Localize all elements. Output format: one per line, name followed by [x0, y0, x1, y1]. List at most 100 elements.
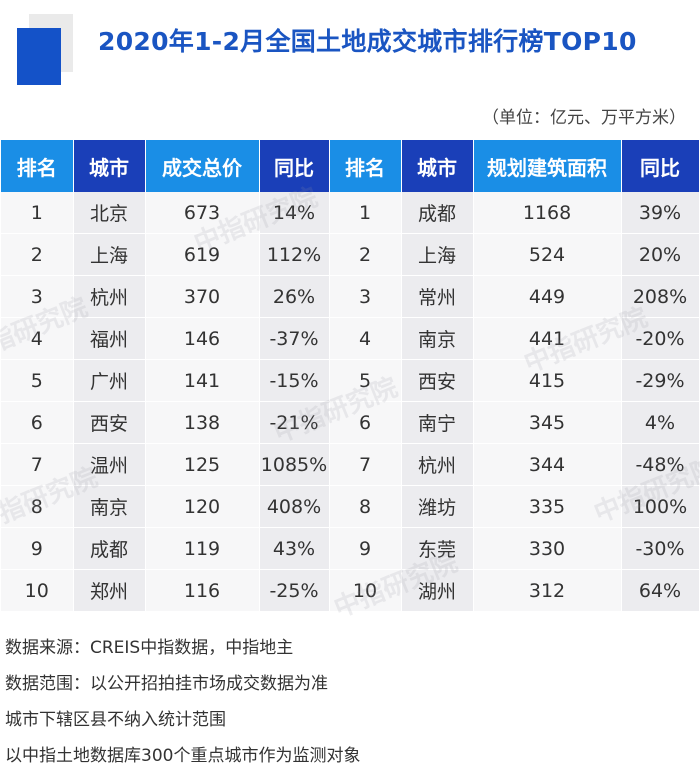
yoy-cell: -15% [259, 359, 330, 402]
rank-cell: 9 [329, 527, 402, 570]
city-cell: 广州 [73, 359, 146, 402]
total-price-cell: 370 [145, 275, 260, 318]
header-yoy-1: 同比 [259, 140, 330, 192]
yoy-cell: 43% [259, 527, 330, 570]
floor-area-cell: 449 [473, 275, 622, 318]
floor-area-cell: 335 [473, 485, 622, 528]
yoy-cell: -29% [621, 359, 700, 402]
floor-area-cell: 1168 [473, 192, 622, 234]
floor-area-cell: 330 [473, 527, 622, 570]
city-cell: 东莞 [401, 527, 474, 570]
floor-area-cell: 344 [473, 443, 622, 486]
city-cell: 成都 [73, 527, 146, 570]
total-price-cell: 673 [145, 192, 260, 234]
rank-cell: 2 [329, 233, 402, 276]
rank-cell: 8 [1, 485, 74, 528]
header-city-1: 城市 [73, 140, 146, 192]
table-row: 5 广州 141 -15% 5 西安 415 -29% [1, 359, 700, 402]
table-header-row: 排名 城市 成交总价 同比 排名 城市 规划建筑面积 同比 [1, 140, 700, 192]
ranking-table: 排名 城市 成交总价 同比 排名 城市 规划建筑面积 同比 1 北京 673 14% 1… [1, 140, 700, 612]
yoy-cell: 20% [621, 233, 700, 276]
rank-cell: 10 [1, 569, 74, 612]
page-title: 2020年1-2月全国土地成交城市排行榜TOP10 [98, 27, 637, 56]
floor-area-cell: 415 [473, 359, 622, 402]
rank-cell: 4 [329, 317, 402, 360]
yoy-cell: 64% [621, 569, 700, 612]
title-decoration-square [17, 28, 61, 85]
rank-cell: 8 [329, 485, 402, 528]
yoy-cell: 14% [259, 192, 330, 234]
total-price-cell: 125 [145, 443, 260, 486]
city-cell: 温州 [73, 443, 146, 486]
floor-area-cell: 345 [473, 401, 622, 444]
total-price-cell: 146 [145, 317, 260, 360]
total-price-cell: 141 [145, 359, 260, 402]
table-row: 7 温州 125 1085% 7 杭州 344 -48% [1, 443, 700, 486]
note-monitoring: 以中指土地数据库300个重点城市作为监测对象 [5, 746, 361, 766]
header-rank-1: 排名 [1, 140, 74, 192]
city-cell: 成都 [401, 192, 474, 234]
yoy-cell: 4% [621, 401, 700, 444]
note-exclusion: 城市下辖区县不纳入统计范围 [5, 710, 226, 730]
city-cell: 西安 [73, 401, 146, 444]
rank-cell: 1 [1, 192, 74, 234]
rank-cell: 10 [329, 569, 402, 612]
title-decoration [17, 14, 73, 85]
rank-cell: 5 [329, 359, 402, 402]
city-cell: 杭州 [401, 443, 474, 486]
yoy-cell: 26% [259, 275, 330, 318]
note-scope: 数据范围：以公开招拍挂市场成交数据为准 [5, 674, 328, 694]
rank-cell: 4 [1, 317, 74, 360]
rank-cell: 7 [1, 443, 74, 486]
yoy-cell: 100% [621, 485, 700, 528]
city-cell: 北京 [73, 192, 146, 234]
city-cell: 上海 [73, 233, 146, 276]
header-yoy-2: 同比 [621, 140, 700, 192]
table-row: 1 北京 673 14% 1 成都 1168 39% [1, 192, 700, 234]
city-cell: 南京 [73, 485, 146, 528]
table-row: 4 福州 146 -37% 4 南京 441 -20% [1, 317, 700, 360]
rank-cell: 5 [1, 359, 74, 402]
city-cell: 西安 [401, 359, 474, 402]
floor-area-cell: 312 [473, 569, 622, 612]
table-row: 3 杭州 370 26% 3 常州 449 208% [1, 275, 700, 318]
total-price-cell: 138 [145, 401, 260, 444]
rank-cell: 3 [1, 275, 74, 318]
rank-cell: 1 [329, 192, 402, 234]
table-row: 6 西安 138 -21% 6 南宁 345 4% [1, 401, 700, 444]
notes: 数据来源：CREIS中指数据，中指地主 数据范围：以公开招拍挂市场成交数据为准 … [5, 636, 360, 780]
city-cell: 湖州 [401, 569, 474, 612]
city-cell: 常州 [401, 275, 474, 318]
total-price-cell: 119 [145, 527, 260, 570]
rank-cell: 7 [329, 443, 402, 486]
rank-cell: 2 [1, 233, 74, 276]
city-cell: 潍坊 [401, 485, 474, 528]
note-source: 数据来源：CREIS中指数据，中指地主 [5, 638, 294, 658]
yoy-cell: -30% [621, 527, 700, 570]
rank-cell: 6 [329, 401, 402, 444]
yoy-cell: 408% [259, 485, 330, 528]
header-city-2: 城市 [401, 140, 474, 192]
header-rank-2: 排名 [329, 140, 402, 192]
unit-note: （单位：亿元、万平方米） [482, 108, 686, 128]
total-price-cell: 116 [145, 569, 260, 612]
floor-area-cell: 441 [473, 317, 622, 360]
city-cell: 上海 [401, 233, 474, 276]
rank-cell: 3 [329, 275, 402, 318]
header-total-price: 成交总价 [145, 140, 260, 192]
yoy-cell: -48% [621, 443, 700, 486]
yoy-cell: -37% [259, 317, 330, 360]
city-cell: 南宁 [401, 401, 474, 444]
yoy-cell: -25% [259, 569, 330, 612]
table-row: 8 南京 120 408% 8 潍坊 335 100% [1, 485, 700, 528]
yoy-cell: -20% [621, 317, 700, 360]
city-cell: 南京 [401, 317, 474, 360]
table-row: 9 成都 119 43% 9 东莞 330 -30% [1, 527, 700, 570]
rank-cell: 9 [1, 527, 74, 570]
total-price-cell: 120 [145, 485, 260, 528]
table-row: 2 上海 619 112% 2 上海 524 20% [1, 233, 700, 276]
yoy-cell: 208% [621, 275, 700, 318]
table-row: 10 郑州 116 -25% 10 湖州 312 64% [1, 569, 700, 612]
yoy-cell: -21% [259, 401, 330, 444]
rank-cell: 6 [1, 401, 74, 444]
